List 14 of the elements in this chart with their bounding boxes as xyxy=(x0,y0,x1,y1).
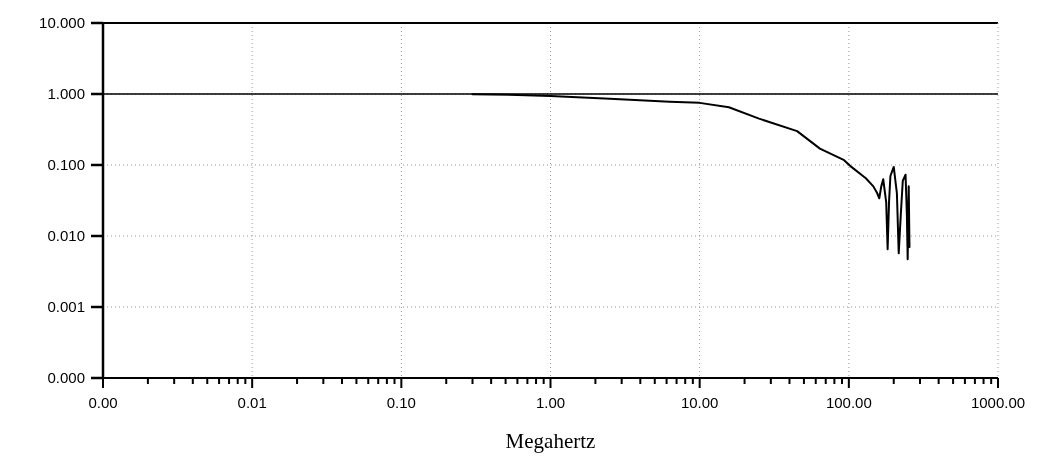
x-axis-title: Megahertz xyxy=(505,429,596,453)
x-tick-label: 0.10 xyxy=(386,394,416,411)
y-tick-label: 10.000 xyxy=(39,14,85,32)
x-tick-label: 10.00 xyxy=(680,394,719,411)
y-tick-label: 0.100 xyxy=(47,156,85,174)
x-tick-label: 100.00 xyxy=(825,394,872,411)
y-tick-label: 0.001 xyxy=(47,298,85,316)
x-tick-label: 1000.00 xyxy=(970,394,1026,411)
x-tick-label: 1.00 xyxy=(535,394,566,411)
x-tick-label: 0.00 xyxy=(88,394,118,411)
y-tick-label: 1.000 xyxy=(47,85,85,103)
y-tick-label: 0.000 xyxy=(47,369,85,387)
y-tick-label: 0.010 xyxy=(47,227,85,245)
x-tick-label: 0.01 xyxy=(237,394,267,411)
